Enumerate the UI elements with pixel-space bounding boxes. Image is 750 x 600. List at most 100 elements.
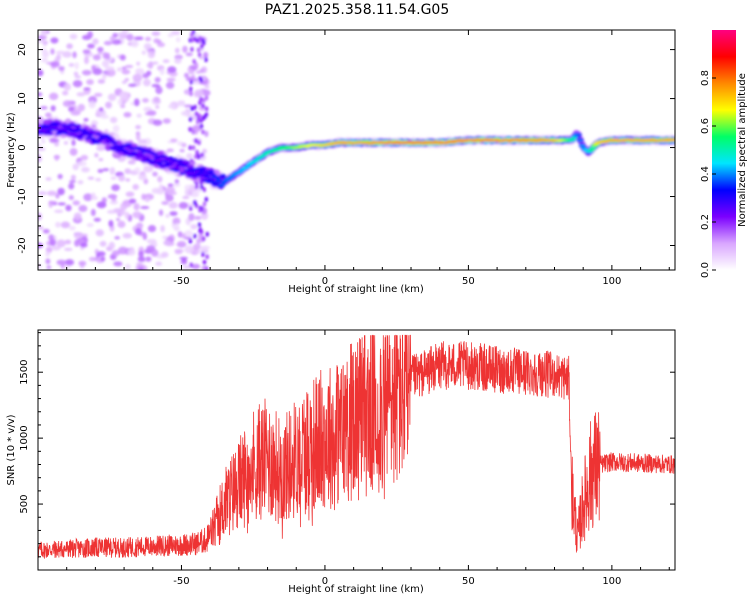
y-tick-label: 1500 bbox=[19, 359, 30, 384]
noise-blob bbox=[199, 123, 204, 129]
ridge-cell bbox=[44, 130, 52, 134]
noise-blob bbox=[86, 79, 94, 85]
colorbar-tick-label: 0.8 bbox=[700, 70, 711, 86]
noise-blob bbox=[169, 211, 178, 216]
ridge-cell bbox=[52, 124, 60, 127]
noise-blob bbox=[124, 211, 130, 220]
noise-blob bbox=[96, 201, 107, 209]
noise-blob bbox=[77, 160, 87, 167]
ridge-cell bbox=[70, 123, 78, 127]
noise-blob bbox=[189, 79, 194, 85]
noise-blob bbox=[55, 221, 61, 228]
noise-blob bbox=[166, 77, 176, 82]
noise-blob bbox=[188, 145, 192, 151]
noise-blob bbox=[99, 240, 107, 247]
ridge-cell bbox=[578, 144, 586, 147]
noise-blob bbox=[120, 104, 126, 109]
noise-blob bbox=[138, 139, 147, 145]
noise-blob bbox=[41, 57, 49, 63]
noise-blob bbox=[100, 114, 109, 119]
noise-blob bbox=[177, 101, 186, 107]
noise-blob bbox=[50, 105, 56, 112]
noise-blob bbox=[147, 50, 156, 59]
noise-blob bbox=[91, 64, 96, 72]
y-tick-label: -10 bbox=[17, 188, 28, 204]
noise-blob bbox=[197, 222, 202, 228]
noise-blob bbox=[42, 40, 49, 45]
noise-blob bbox=[200, 44, 204, 50]
y-tick-label: 10 bbox=[17, 92, 28, 105]
ridge-cell bbox=[253, 158, 261, 162]
noise-blob bbox=[108, 241, 116, 250]
noise-blob bbox=[151, 31, 161, 36]
noise-blob bbox=[38, 147, 46, 151]
noise-blob bbox=[82, 49, 91, 54]
noise-blob bbox=[201, 66, 208, 74]
noise-blob bbox=[97, 51, 103, 55]
noise-blob bbox=[188, 126, 192, 132]
noise-blob bbox=[138, 267, 144, 270]
noise-blob bbox=[198, 207, 202, 213]
x-tick-label: 0 bbox=[322, 276, 328, 287]
ridge-cell bbox=[219, 173, 227, 179]
noise-blob bbox=[157, 175, 163, 183]
noise-blob bbox=[80, 154, 89, 161]
noise-blob bbox=[62, 90, 69, 96]
noise-blob bbox=[190, 224, 198, 230]
noise-blob bbox=[188, 238, 193, 244]
noise-blob bbox=[165, 194, 174, 202]
noise-blob bbox=[205, 254, 209, 260]
noise-blob bbox=[121, 69, 131, 75]
noise-blob bbox=[182, 45, 188, 53]
noise-blob bbox=[152, 119, 163, 126]
noise-blob bbox=[38, 226, 44, 230]
noise-blob bbox=[128, 198, 137, 204]
noise-blob bbox=[158, 209, 164, 216]
noise-blob bbox=[197, 140, 201, 146]
noise-blob bbox=[194, 138, 198, 144]
ridge-cell bbox=[181, 164, 189, 168]
noise-blob bbox=[109, 167, 116, 175]
noise-blob bbox=[155, 261, 163, 266]
noise-blob bbox=[73, 212, 82, 221]
noise-blob bbox=[174, 179, 180, 184]
colorbar-tick-label: 0.6 bbox=[700, 118, 711, 134]
colorbar: 0.0 0.2 0.4 0.6 0.8 Normalized spectral ampl… bbox=[700, 30, 748, 278]
ridge-cell bbox=[159, 154, 167, 158]
noise-blob bbox=[198, 114, 203, 120]
noise-blob bbox=[145, 256, 152, 262]
noise-blob bbox=[142, 72, 150, 79]
y-tick-label: 500 bbox=[19, 495, 30, 514]
noise-blob bbox=[68, 195, 74, 201]
noise-blob bbox=[111, 250, 120, 257]
noise-blob bbox=[45, 177, 52, 181]
noise-blob bbox=[158, 183, 163, 192]
noise-blob bbox=[38, 92, 43, 97]
ridge-cell bbox=[570, 136, 578, 139]
noise-blob bbox=[87, 43, 95, 49]
noise-blob bbox=[181, 233, 186, 239]
spectrogram-xlabel: Height of straight line (km) bbox=[288, 284, 424, 295]
noise-blob bbox=[64, 259, 75, 266]
noise-blob bbox=[198, 35, 202, 41]
noise-blob bbox=[113, 208, 123, 213]
ridge-cell bbox=[243, 166, 251, 169]
noise-blob bbox=[143, 43, 152, 50]
noise-blob bbox=[109, 200, 119, 205]
ridge-cell bbox=[213, 176, 221, 179]
noise-blob bbox=[50, 37, 59, 44]
ridge-cell bbox=[215, 179, 223, 182]
noise-blob bbox=[81, 69, 92, 76]
noise-blob bbox=[77, 180, 84, 185]
noise-blob bbox=[141, 98, 150, 103]
noise-blob bbox=[124, 168, 131, 175]
noise-blob bbox=[201, 37, 205, 43]
noise-blob bbox=[81, 167, 90, 173]
noise-blob bbox=[162, 59, 170, 63]
noise-blob bbox=[119, 91, 129, 99]
ridge-cell bbox=[165, 161, 173, 165]
noise-blob bbox=[189, 186, 197, 192]
y-tick-label: -20 bbox=[17, 237, 28, 253]
noise-blob bbox=[41, 139, 46, 144]
